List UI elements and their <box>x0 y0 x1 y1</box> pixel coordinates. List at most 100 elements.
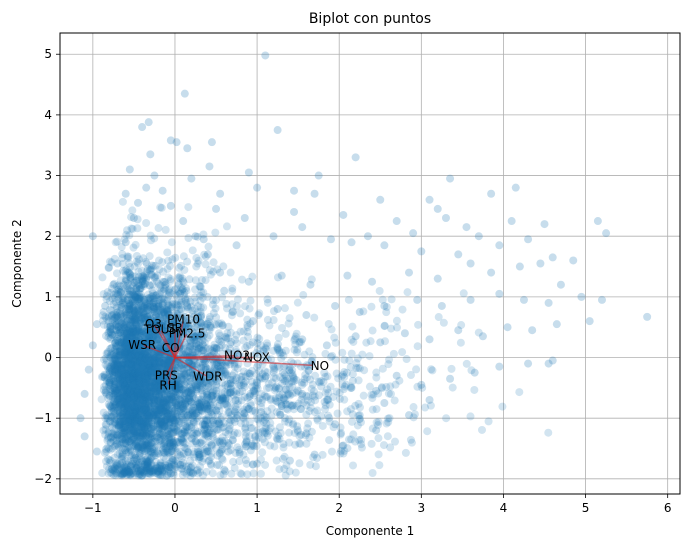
data-point <box>425 335 434 344</box>
data-point <box>238 275 247 284</box>
data-point <box>131 351 140 360</box>
data-point <box>169 379 178 388</box>
data-point <box>101 388 110 397</box>
data-point <box>178 435 187 444</box>
data-point <box>133 310 142 319</box>
data-point <box>146 404 155 413</box>
data-point <box>218 433 227 442</box>
data-point <box>446 174 455 183</box>
data-point <box>173 375 182 384</box>
data-point <box>372 426 381 435</box>
data-point <box>174 399 183 408</box>
data-point <box>149 411 158 420</box>
data-point <box>161 374 170 383</box>
data-point <box>273 344 282 353</box>
data-point <box>129 374 138 383</box>
data-point <box>169 396 178 405</box>
data-point <box>141 391 150 400</box>
data-point <box>133 388 142 397</box>
data-point <box>116 420 125 429</box>
data-point <box>110 384 119 393</box>
data-point <box>310 189 319 198</box>
data-point <box>183 144 192 153</box>
data-point <box>524 359 533 368</box>
data-point <box>144 423 153 432</box>
data-point <box>134 276 143 285</box>
data-point <box>137 423 146 432</box>
data-point <box>290 207 299 216</box>
data-point <box>258 448 267 457</box>
data-point <box>121 435 130 444</box>
data-point <box>344 295 353 304</box>
data-point <box>127 417 136 426</box>
data-point <box>145 302 154 311</box>
data-point <box>187 174 196 183</box>
data-point <box>140 362 149 371</box>
data-point <box>146 363 155 372</box>
data-point <box>155 265 164 274</box>
data-point <box>131 344 140 353</box>
data-point <box>515 262 524 271</box>
data-point <box>248 406 257 415</box>
data-point <box>302 311 311 320</box>
data-point <box>413 342 422 351</box>
data-point <box>162 447 171 456</box>
data-point <box>159 379 168 388</box>
data-point <box>103 349 112 358</box>
data-point <box>155 369 164 378</box>
data-point <box>150 294 159 303</box>
data-point <box>202 467 211 476</box>
data-point <box>120 416 129 425</box>
data-point <box>184 305 193 314</box>
data-point <box>409 229 418 238</box>
data-point <box>433 274 442 283</box>
data-point <box>110 254 119 263</box>
data-point <box>186 377 195 386</box>
data-point <box>135 345 144 354</box>
data-point <box>112 362 121 371</box>
data-point <box>125 412 134 421</box>
data-point <box>116 375 125 384</box>
data-point <box>129 433 138 442</box>
data-point <box>125 379 134 388</box>
data-point <box>143 294 152 303</box>
data-point <box>116 314 125 323</box>
data-point <box>138 123 147 132</box>
data-point <box>428 366 437 375</box>
data-point <box>179 425 188 434</box>
data-point <box>122 349 131 358</box>
data-point <box>348 370 357 379</box>
data-point <box>156 460 165 469</box>
data-point <box>144 294 153 303</box>
data-point <box>123 252 132 261</box>
data-point <box>213 410 222 419</box>
data-point <box>376 338 385 347</box>
data-point <box>168 393 177 402</box>
data-point <box>124 417 133 426</box>
data-point <box>127 413 136 422</box>
data-point <box>120 380 129 389</box>
data-point <box>137 339 146 348</box>
data-point <box>183 418 192 427</box>
data-point <box>199 303 208 312</box>
data-point <box>144 330 153 339</box>
data-point <box>127 460 136 469</box>
data-point <box>113 303 122 312</box>
data-point <box>154 371 163 380</box>
data-point <box>108 361 117 370</box>
data-point <box>193 232 202 241</box>
data-point <box>239 336 248 345</box>
data-point <box>102 445 111 454</box>
data-point <box>380 399 389 408</box>
data-point <box>387 295 396 304</box>
data-point <box>80 389 89 398</box>
data-point <box>105 312 114 321</box>
data-point <box>121 349 130 358</box>
data-point <box>421 403 430 412</box>
data-point <box>166 427 175 436</box>
data-point <box>434 313 443 322</box>
data-point <box>164 388 173 397</box>
data-point <box>107 284 116 293</box>
data-point <box>374 450 383 459</box>
data-point <box>150 234 159 243</box>
